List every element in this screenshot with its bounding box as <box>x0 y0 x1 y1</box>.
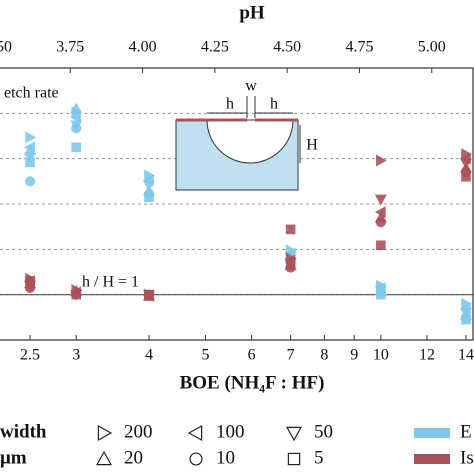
top-tick-label: 4.00 <box>129 39 157 56</box>
legend-swatch <box>414 428 450 438</box>
top-tick-label: 4.75 <box>345 39 373 56</box>
inset-label: w <box>245 78 257 95</box>
data-point <box>25 131 37 144</box>
x-tick-label: 5 <box>201 347 209 364</box>
data-point <box>376 289 386 300</box>
data-point <box>25 276 35 286</box>
x-tick-label: 2.5 <box>20 347 40 364</box>
legend-marker <box>287 452 301 466</box>
data-point <box>461 172 471 182</box>
data-point <box>71 123 82 134</box>
legend-marker <box>285 426 303 442</box>
legend-label: 200 <box>124 421 153 442</box>
annotation: h / H = 1 <box>82 274 139 291</box>
data-point <box>71 289 81 300</box>
legend-title: μm <box>0 447 27 468</box>
legend-marker <box>95 450 113 466</box>
x-tick-label: 14 <box>458 347 474 364</box>
data-point <box>376 154 387 167</box>
x-tick-label: 6 <box>248 347 256 364</box>
x-axis-label: BOE (NH₄F : HF) <box>180 372 325 393</box>
legend-label: 100 <box>216 421 245 442</box>
legend-label: 5 <box>314 447 324 468</box>
x-tick-label: 9 <box>350 347 358 364</box>
legend-label: Is <box>460 447 474 468</box>
top-axis-label: pH <box>239 2 265 23</box>
data-point <box>374 194 387 206</box>
data-point <box>144 192 154 202</box>
x-tick-label: 4 <box>145 347 153 364</box>
top-tick-label: 5.00 <box>418 39 446 56</box>
legend-label: E <box>460 421 472 442</box>
top-tick-label: 3.75 <box>56 39 84 56</box>
data-point <box>375 217 386 228</box>
inset-cavity <box>206 119 294 164</box>
legend-marker <box>189 452 203 466</box>
data-point <box>285 224 296 235</box>
data-point <box>376 240 386 251</box>
data-point <box>24 176 36 187</box>
legend-label: 20 <box>124 447 143 468</box>
x-tick-label: 12 <box>419 347 435 364</box>
legend-label: 50 <box>314 421 333 442</box>
x-tick-label: 8 <box>320 347 328 364</box>
inset-label: h <box>226 96 234 113</box>
data-point <box>144 290 154 300</box>
annotation: etch rate <box>4 85 59 102</box>
data-point <box>70 102 83 114</box>
inset-label: h <box>270 96 278 113</box>
legend-marker <box>97 424 113 442</box>
x-tick-label: 3 <box>72 347 80 364</box>
legend-marker <box>187 424 203 442</box>
top-tick-label: 4.50 <box>273 39 301 56</box>
x-tick-label: 10 <box>373 347 389 364</box>
data-point <box>25 157 35 168</box>
inset-label: H <box>306 137 318 154</box>
legend-swatch <box>414 454 450 464</box>
data-point <box>461 314 471 325</box>
data-point <box>285 262 296 273</box>
data-point <box>24 144 37 155</box>
data-point <box>374 206 386 219</box>
data-point <box>71 142 81 153</box>
x-tick-label: 7 <box>287 347 295 364</box>
legend-label: 10 <box>216 447 235 468</box>
inset-diagram: w h h H <box>175 78 318 191</box>
plot-frame <box>0 67 474 341</box>
top-tick-label: 3.50 <box>0 39 12 56</box>
legend-title: width <box>0 421 47 442</box>
top-tick-label: 4.25 <box>201 39 229 56</box>
